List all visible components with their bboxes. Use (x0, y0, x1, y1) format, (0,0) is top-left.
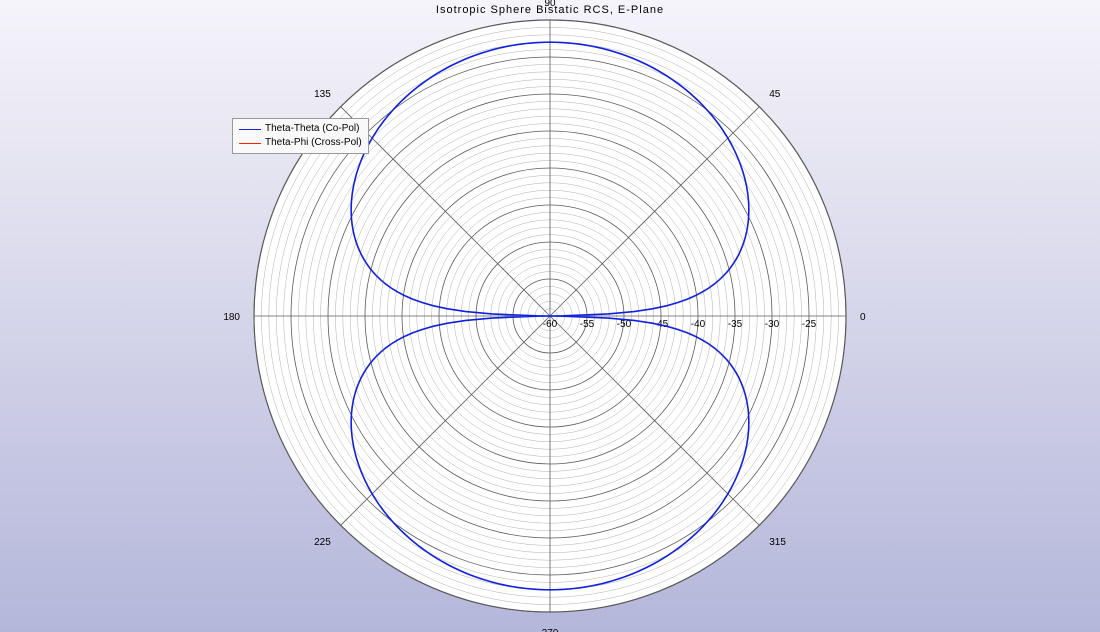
angle-tick-label: 90 (544, 0, 556, 9)
angle-tick-label: 0 (860, 312, 866, 323)
radial-tick-label: -30 (765, 319, 780, 330)
radial-tick-label: -60 (543, 319, 558, 330)
radial-tick-label: -55 (580, 319, 595, 330)
chart-container: Isotropic Sphere Bistatic RCS, E-Plane -… (0, 0, 1100, 632)
legend-item: Theta-Phi (Cross-Pol) (239, 136, 362, 150)
legend-label: Theta-Theta (Co-Pol) (265, 122, 359, 136)
legend-item: Theta-Theta (Co-Pol) (239, 122, 362, 136)
radial-tick-label: -40 (691, 319, 706, 330)
polar-chart: -60-55-50-45-40-35-30-250459013518022527… (0, 0, 1100, 632)
angle-tick-label: 315 (769, 537, 786, 548)
radial-tick-label: -25 (802, 319, 817, 330)
legend-label: Theta-Phi (Cross-Pol) (265, 136, 362, 150)
angle-tick-label: 135 (314, 89, 331, 100)
legend-swatch (239, 129, 261, 130)
angle-tick-label: 180 (223, 312, 240, 323)
angle-tick-label: 45 (769, 89, 781, 100)
angle-tick-label: 225 (314, 537, 331, 548)
radial-tick-label: -35 (728, 319, 743, 330)
angle-tick-label: 270 (542, 628, 559, 632)
legend-swatch (239, 143, 261, 144)
legend: Theta-Theta (Co-Pol)Theta-Phi (Cross-Pol… (232, 118, 369, 154)
